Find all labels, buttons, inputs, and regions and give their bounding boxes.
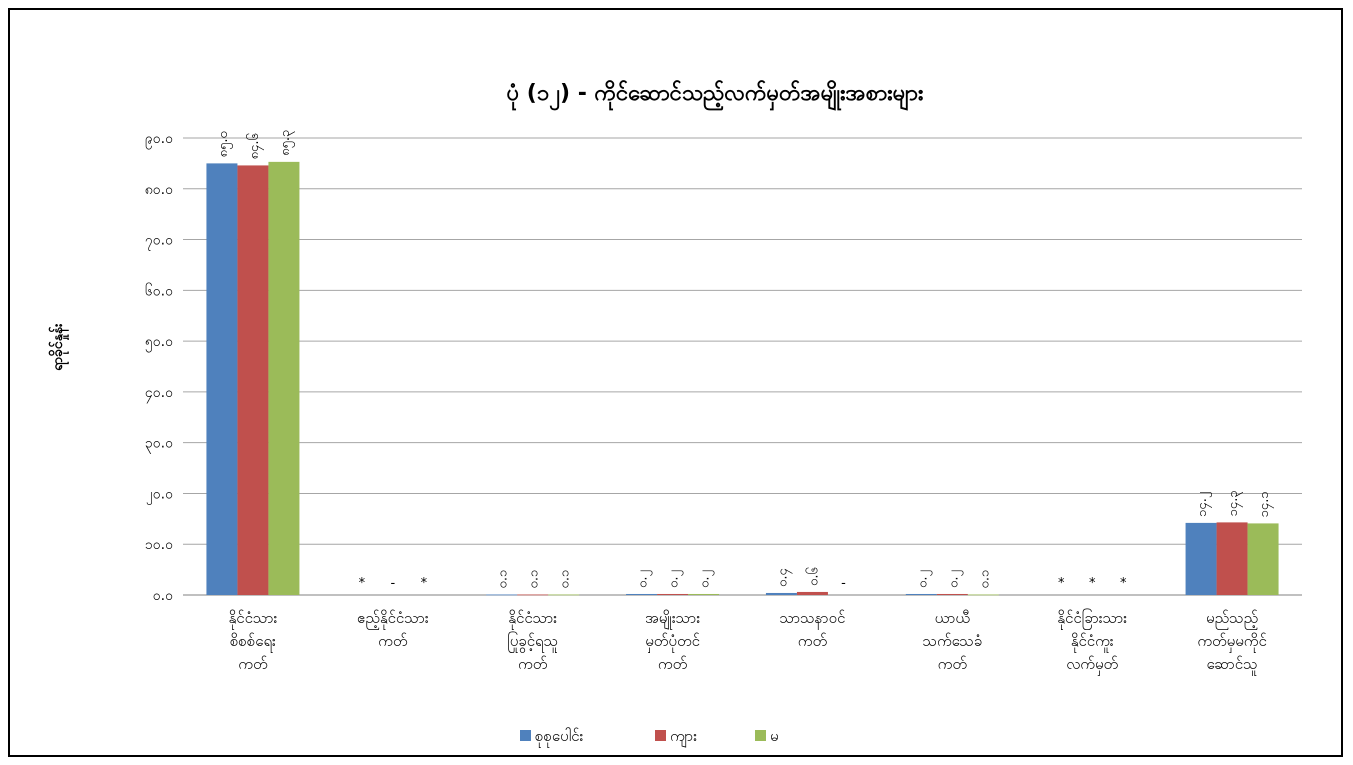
- category-label: ကတ်: [238, 655, 267, 673]
- chart-title: ပုံ (၁၂) - ကိုင်ဆောင်သည့်လက်မှတ်အမျိုးအစ…: [507, 79, 924, 111]
- y-tick-label: ၆၀.၀: [145, 283, 173, 299]
- bar: [626, 593, 658, 595]
- bar: [486, 594, 518, 596]
- data-labels: ၈၅.၀ ၈၄.၆ ၈၅.၃ * - * ၀.၁ ၀.၁ ၀.၁ ၀.၂ ၀.၂ ၀.၂ ၀.၄ ၀.၆ -…: [216, 130, 1274, 591]
- legend-label: မ: [770, 727, 779, 745]
- bar: [1247, 523, 1279, 595]
- bars: [206, 161, 1279, 596]
- legend-swatch: [520, 730, 531, 741]
- data-label: ၀.၂: [667, 570, 684, 588]
- category-label: ကတ်: [798, 632, 827, 650]
- category-label: နိုင်ငံသား: [508, 609, 557, 630]
- category-label: နိုင်ငံကူး: [1071, 632, 1114, 653]
- data-label: *: [359, 576, 366, 591]
- category-label: ကတ်: [378, 632, 407, 650]
- data-label: -: [390, 576, 395, 591]
- bar: [765, 592, 797, 595]
- category-label: ဧည့်နိုင်ငံသား: [357, 609, 429, 630]
- bar: [796, 591, 828, 595]
- y-tick-label: ၇၀.၀: [145, 233, 173, 251]
- gridlines: [183, 137, 1302, 596]
- bar: [1216, 522, 1248, 595]
- legend-swatch: [755, 730, 766, 741]
- y-tick-label: ၈၀.၀: [145, 182, 173, 198]
- bar: [206, 163, 238, 595]
- data-label: ၈၅.၃: [278, 130, 295, 156]
- data-label: *: [1058, 576, 1065, 591]
- category-label: ဆောင်သူ: [1207, 655, 1258, 676]
- chart-frame: ပုံ (၁၂) - ကိုင်ဆောင်သည့်လက်မှတ်အမျိုးအစ…: [8, 8, 1343, 757]
- category-label: ယာယီ: [935, 609, 970, 627]
- category-label: ကတ်မှမကိုင်: [1197, 632, 1266, 653]
- bar-chart: ပုံ (၁၂) - ကိုင်ဆောင်သည့်လက်မှတ်အမျိုးအစ…: [49, 79, 1302, 748]
- data-label: ၀.၁: [558, 570, 573, 589]
- bar: [657, 593, 689, 595]
- y-tick-label: ၅၀.၀: [145, 334, 173, 352]
- bar: [517, 594, 549, 596]
- category-label: နိုင်ငံခြားသား: [1057, 608, 1127, 630]
- data-label: *: [1120, 576, 1127, 591]
- category-label: လက်မှတ်: [1066, 655, 1118, 676]
- data-label: ၀.၂: [636, 570, 653, 588]
- category-label: ပြုခွင့်ရသူ: [507, 631, 558, 653]
- data-label: ၁၄.၂: [1195, 492, 1212, 517]
- legend-label: စုစုပေါင်း: [535, 727, 583, 748]
- data-label: *: [1089, 576, 1096, 591]
- y-axis-label: ရာခိုင်နှုန်း: [49, 323, 69, 371]
- category-label: အမျိုးသား: [645, 609, 700, 630]
- category-label: သက်သေခံ: [922, 632, 982, 650]
- y-tick-label: ၂၀.၀: [146, 486, 173, 504]
- y-tick-label: ၃၀.၀: [145, 436, 173, 454]
- category-label: စိစစ်ရေး: [230, 632, 276, 653]
- category-label: နိုင်ငံသား: [229, 609, 278, 630]
- y-tick-label: ၄၀.၀: [145, 385, 173, 403]
- y-tick-label: ၀.၀: [153, 588, 173, 604]
- data-label: ၀.၂: [946, 570, 963, 588]
- y-tick-label: ၉၀.၀: [145, 131, 173, 149]
- legend-label: ကျား: [670, 727, 697, 748]
- data-label: ၀.၁: [527, 570, 542, 589]
- category-label: သာသနာဝင်: [780, 609, 846, 630]
- category-label: မည်သည့်: [1206, 609, 1258, 630]
- category-label: မှတ်ပုံတင်: [645, 632, 700, 653]
- data-label: ၀.၂: [698, 570, 715, 588]
- category-label: ကတ်: [938, 655, 967, 673]
- data-label: ၀.၂: [915, 570, 932, 588]
- bar: [936, 593, 968, 595]
- bar: [268, 161, 300, 596]
- y-axis-ticks: ၀.၀ ၁၀.၀ ၂၀.၀ ၃၀.၀ ၄၀.၀ ၅၀.၀ ၆၀.၀ ၇၀.၀ ၈၀.၀ ၉၀.၀: [145, 131, 173, 604]
- data-label: ၈၅.၀: [216, 131, 233, 157]
- bar: [548, 594, 580, 596]
- y-tick-label: ၁၀.၀: [145, 537, 173, 553]
- bar: [688, 593, 720, 595]
- data-label: ၀.၁: [977, 570, 992, 589]
- bar: [1185, 522, 1217, 595]
- data-label: -: [841, 576, 846, 591]
- bar: [237, 165, 269, 596]
- category-label: ကတ်: [518, 655, 547, 673]
- legend-swatch: [655, 730, 666, 741]
- data-label: ၀.၄: [775, 568, 792, 587]
- bar: [905, 593, 937, 595]
- legend: စုစုပေါင်း ကျား မ: [520, 727, 779, 748]
- bar: [967, 594, 999, 596]
- data-label: ၀.၁: [496, 570, 511, 589]
- category-labels: နိုင်ငံသားစိစစ်ရေးကတ်ဧည့်နိုင်ငံသားကတ်နိ…: [229, 608, 1267, 676]
- data-label: ၁၄.၃: [1226, 490, 1243, 516]
- data-label: *: [421, 576, 428, 591]
- data-label: ၈၄.၆: [246, 133, 264, 159]
- data-label: ၁၄.၁: [1257, 491, 1274, 517]
- category-label: ကတ်: [658, 655, 687, 673]
- data-label: ၀.၆: [805, 567, 821, 586]
